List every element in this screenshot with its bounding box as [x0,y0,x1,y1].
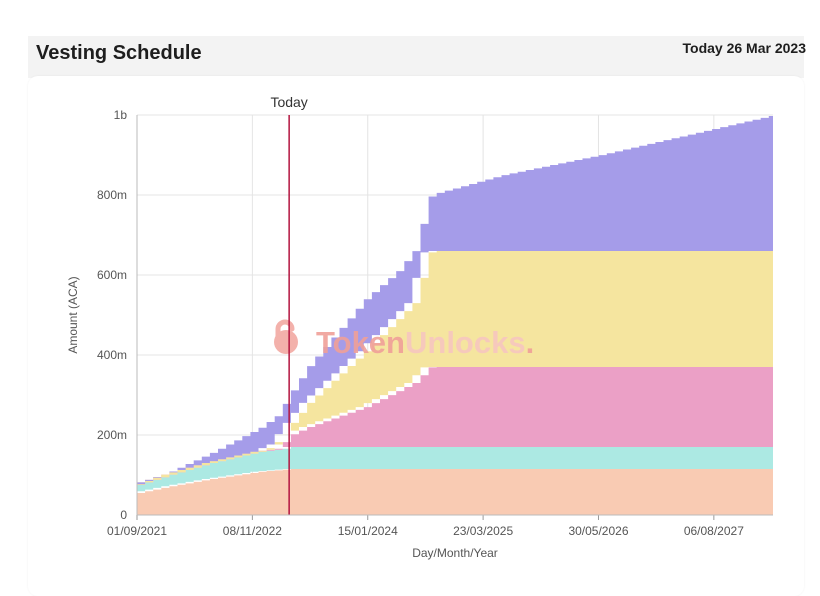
y-tick-label: 400m [97,348,127,362]
series-area-5 [137,115,773,485]
y-tick-label: 0 [120,508,127,522]
header-band [28,36,804,78]
series-area-3 [137,367,773,485]
x-tick-label: 30/05/2026 [568,524,628,538]
x-tick-label: 23/03/2025 [453,524,513,538]
today-date: Today 26 Mar 2023 [682,40,806,56]
x-tick-label: 06/08/2027 [684,524,744,538]
series-areas [137,115,773,515]
lock-body-icon [274,330,298,354]
x-tick-label: 08/11/2022 [223,524,282,538]
x-tick-label: 01/09/2021 [107,524,167,538]
y-tick-label: 600m [97,268,127,282]
y-tick-label: 200m [97,428,127,442]
today-marker: Today [270,94,308,515]
today-label: Today [270,94,307,110]
series-area-1 [137,469,773,515]
series-area-4 [137,251,773,485]
y-tick-label: 800m [97,188,127,202]
series-area-2 [137,447,773,493]
watermark-unlocks: Unlocks [405,325,526,360]
watermark-dot: . [526,325,535,360]
svg-text:TokenUnlocks.: TokenUnlocks. [316,325,534,360]
y-tick-label: 1b [114,108,128,122]
x-axis-title: Day/Month/Year [412,546,498,560]
lock-icon [275,319,295,341]
x-tick-label: 15/01/2024 [338,524,398,538]
tokenunlocks-watermark: TokenUnlocks. [274,319,534,360]
y-axis-title: Amount (ACA) [66,276,80,353]
page-title: Vesting Schedule [36,42,202,64]
watermark-token: Token [316,325,405,360]
axes: 0 200m 400m 600m 800m 1b 01/09/2021 08/11/2022 1… [66,108,773,560]
